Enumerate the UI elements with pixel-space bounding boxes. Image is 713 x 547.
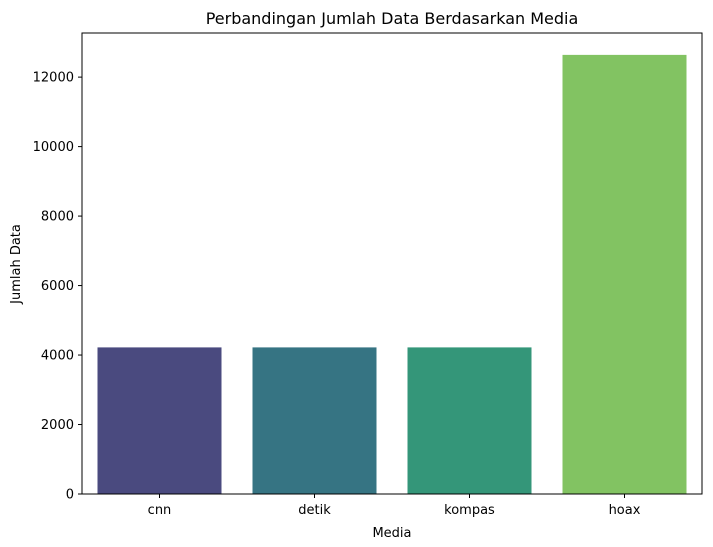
plot-frame xyxy=(81,32,703,495)
x-tick-label: kompas xyxy=(444,503,495,518)
plot-area: cnn detik kompas hoax 0 2000 4000 6000 8000 10000… xyxy=(33,54,687,518)
y-tick-label: 10000 xyxy=(33,140,74,155)
y-tick-label: 0 xyxy=(66,488,74,503)
y-axis-title: Jumlah Data xyxy=(9,224,24,305)
bar-hoax xyxy=(562,54,687,495)
x-axis-title: Media xyxy=(372,526,411,541)
y-tick-label: 2000 xyxy=(41,418,74,433)
x-tick-label: hoax xyxy=(609,503,641,518)
y-tick-label: 6000 xyxy=(41,279,74,294)
y-tick-label: 4000 xyxy=(41,349,74,364)
bar-detik xyxy=(252,347,377,494)
bar-cnn xyxy=(97,347,222,494)
y-tick-label: 12000 xyxy=(33,71,74,86)
x-tick-label: detik xyxy=(298,503,331,518)
bar-kompas xyxy=(407,347,532,494)
chart-title: Perbandingan Jumlah Data Berdasarkan Med… xyxy=(206,9,579,28)
x-tick-label: cnn xyxy=(148,503,172,518)
y-tick-label: 8000 xyxy=(41,210,74,225)
